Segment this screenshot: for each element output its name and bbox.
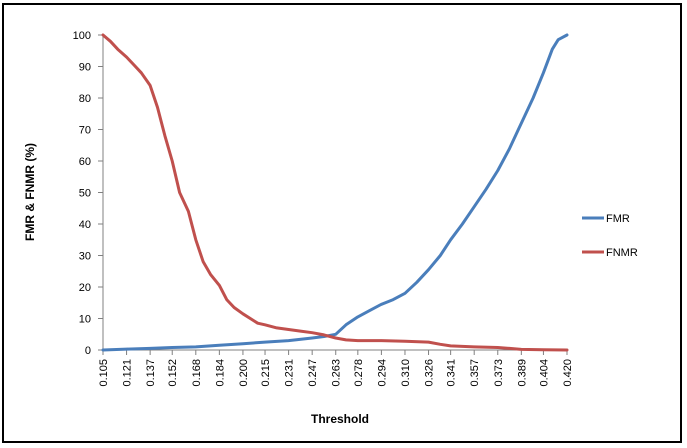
y-tick-label: 30 [79, 251, 91, 263]
x-axis-title: Threshold [311, 412, 369, 426]
x-tick-label: 0.263 [331, 359, 343, 387]
legend-label-fnmr: FNMR [606, 247, 638, 259]
legend: FMR FNMR [582, 213, 638, 259]
x-tick-label: 0.215 [260, 359, 272, 387]
x-tick-label: 0.231 [284, 359, 296, 387]
y-tick-label: 100 [73, 30, 91, 42]
x-tick-label: 0.404 [538, 359, 550, 387]
x-tick-label: 0.184 [214, 359, 226, 387]
x-tick-label: 0.373 [493, 359, 505, 387]
y-tick-label: 0 [85, 345, 91, 357]
x-tick-label: 0.200 [238, 359, 250, 387]
x-axis: 0.105 0.121 0.137 0.152 0.168 0.184 0.200 0.215… [98, 349, 574, 387]
x-tick-label: 0.105 [98, 359, 110, 387]
x-tick-label: 0.341 [446, 359, 458, 387]
x-tick-label: 0.294 [376, 359, 388, 387]
y-tick-label: 70 [79, 125, 91, 137]
y-tick-label: 10 [79, 314, 91, 326]
legend-label-fmr: FMR [606, 213, 630, 225]
series-line-fnmr [101, 33, 569, 352]
y-tick-label: 60 [79, 156, 91, 168]
y-tick-label: 50 [79, 188, 91, 200]
chart-frame: 0 10 20 30 40 50 60 70 80 90 100 0.105 0.121 0.137 0.… [2, 3, 682, 443]
y-tick-label: 90 [79, 62, 91, 74]
y-tick-label: 40 [79, 219, 91, 231]
y-axis: 0 10 20 30 40 50 60 70 80 90 100 [73, 30, 104, 357]
series-line-fmr [101, 33, 569, 352]
x-tick-label: 0.168 [191, 359, 203, 387]
x-tick-label: 0.278 [353, 359, 365, 387]
x-tick-label: 0.152 [167, 359, 179, 387]
y-tick-label: 20 [79, 282, 91, 294]
x-tick-label: 0.247 [307, 359, 319, 387]
y-tick-label: 80 [79, 93, 91, 105]
x-tick-label: 0.121 [122, 359, 134, 387]
x-tick-label: 0.326 [424, 359, 436, 387]
y-axis-title: FMR & FNMR (%) [23, 143, 37, 241]
series-layer [101, 33, 569, 352]
x-tick-label: 0.137 [145, 359, 157, 387]
x-tick-label: 0.310 [400, 359, 412, 387]
x-tick-label: 0.389 [516, 359, 528, 387]
x-tick-label: 0.357 [469, 359, 481, 387]
x-tick-label: 0.420 [562, 359, 574, 387]
